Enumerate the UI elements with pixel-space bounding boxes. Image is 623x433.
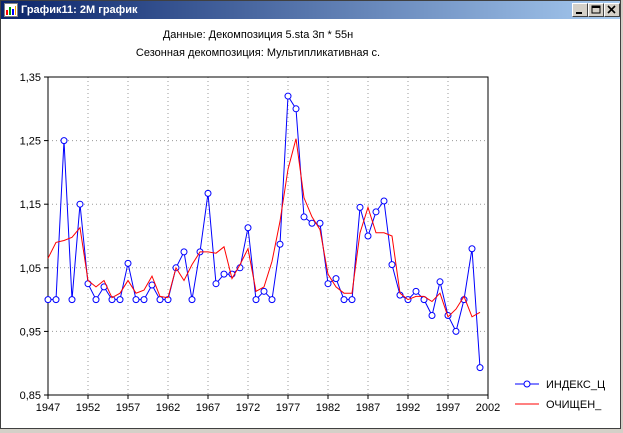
y-tick-label: 1,05 (20, 263, 41, 275)
data-point (148, 281, 156, 289)
close-icon (607, 5, 616, 14)
data-point (308, 219, 316, 227)
x-tick-label: 1947 (36, 402, 60, 414)
data-point (412, 287, 420, 295)
x-tick-label: 1952 (76, 402, 100, 414)
x-tick-label: 1977 (276, 402, 300, 414)
data-point (276, 240, 284, 248)
y-tick-label: 1,15 (20, 199, 41, 211)
close-button[interactable] (604, 3, 620, 17)
minimize-icon (576, 12, 582, 14)
data-point (92, 296, 100, 304)
maximize-icon (591, 5, 601, 14)
line-chart: Данные: Декомпозиция 5.sta 3п * 55н Сезо… (20, 29, 606, 414)
data-point (212, 280, 220, 288)
data-point (188, 296, 196, 304)
data-point (180, 248, 188, 256)
data-point (468, 245, 476, 253)
data-point (300, 213, 308, 221)
data-point (116, 296, 124, 304)
x-tick-label: 1987 (356, 402, 380, 414)
x-tick-label: 2002 (476, 402, 500, 414)
data-point (348, 296, 356, 304)
series-line-cleaned (47, 138, 481, 318)
data-point (372, 208, 380, 216)
x-tick-label: 1997 (436, 402, 460, 414)
data-point (52, 296, 60, 304)
y-tick-label: 0,85 (20, 390, 41, 402)
x-tick-label: 1962 (156, 402, 180, 414)
y-tick-label: 0,95 (20, 326, 41, 338)
chart-title: Данные: Декомпозиция 5.sta 3п * 55н (163, 29, 353, 41)
legend-marker (523, 380, 531, 388)
x-tick-label: 1957 (116, 402, 140, 414)
data-point (364, 232, 372, 240)
chart-canvas: Данные: Декомпозиция 5.sta 3п * 55н Сезо… (1, 19, 620, 428)
data-point (340, 296, 348, 304)
data-point (436, 278, 444, 286)
statistica-graph-icon (4, 3, 18, 17)
data-point (156, 296, 164, 304)
data-point (204, 189, 212, 197)
data-point (220, 270, 228, 278)
data-point (68, 296, 76, 304)
maximize-button[interactable] (588, 3, 604, 17)
data-point (284, 92, 292, 100)
data-point (76, 200, 84, 208)
x-tick-label: 1982 (316, 402, 340, 414)
data-point (428, 312, 436, 319)
plot-area: 1947 1952 1957 1962 1967 1972 1977 1982 1987 1992… (20, 72, 501, 414)
data-point (60, 137, 68, 145)
y-tick-label: 1,35 (20, 72, 41, 84)
data-point (260, 287, 268, 295)
data-point (124, 259, 132, 267)
legend-label: ОЧИЩЕН_ (546, 399, 602, 411)
data-point (292, 105, 300, 113)
data-point (356, 203, 364, 211)
data-point (324, 280, 332, 288)
legend: ИНДЕКС_Ц ОЧИЩЕН_ (515, 379, 605, 411)
data-point (44, 296, 52, 304)
legend-label: ИНДЕКС_Ц (546, 379, 605, 391)
data-point (332, 275, 340, 283)
data-point (252, 296, 260, 304)
plot-frame (47, 76, 489, 396)
window-title: График11: 2М график (21, 4, 138, 16)
data-point (476, 364, 484, 372)
data-point (388, 261, 396, 269)
data-point (268, 296, 276, 304)
data-point (380, 197, 388, 205)
data-point (132, 296, 140, 304)
chart-subtitle: Сезонная декомпозиция: Мультипликативная… (136, 47, 380, 59)
data-point (316, 219, 324, 227)
title-bar[interactable]: График11: 2М график (1, 1, 620, 19)
x-tick-label: 1992 (396, 402, 420, 414)
series-line-index (48, 94, 481, 368)
y-tick-label: 1,25 (20, 136, 41, 148)
data-point (452, 327, 460, 335)
data-point (244, 224, 252, 232)
x-tick-label: 1967 (196, 402, 220, 414)
data-point (140, 296, 148, 304)
minimize-button[interactable] (572, 3, 588, 17)
x-tick-label: 1972 (236, 402, 260, 414)
